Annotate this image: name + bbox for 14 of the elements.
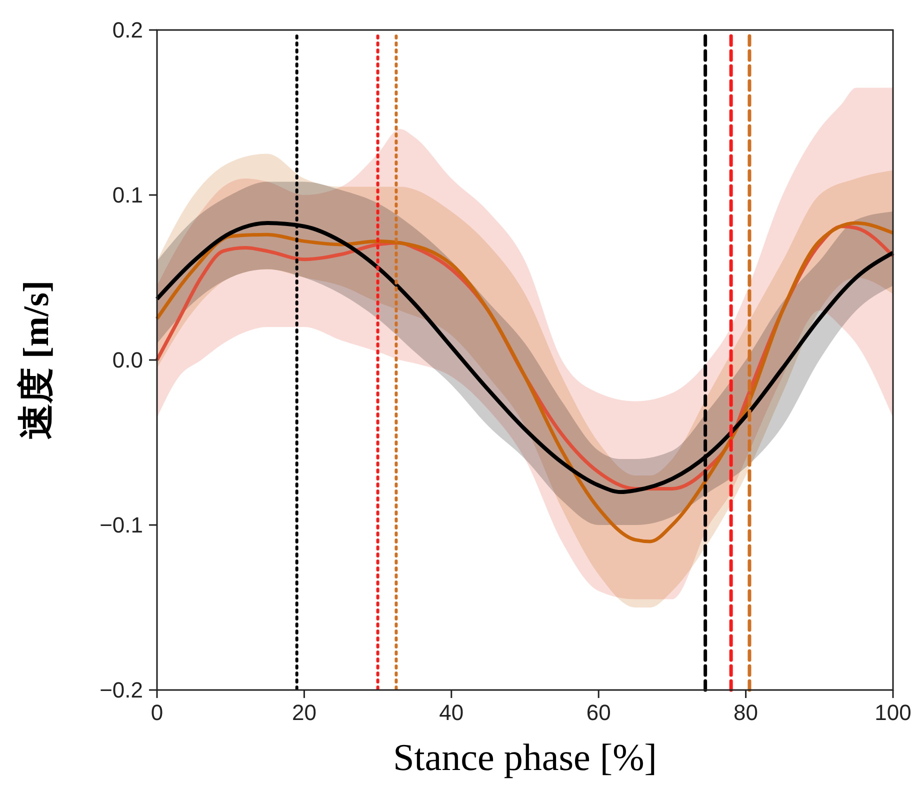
y-tick-label: −0.2 <box>100 678 143 703</box>
y-tick-label: 0.1 <box>112 182 143 208</box>
x-axis-title: Stance phase [%] <box>393 737 657 779</box>
x-tick-label: 60 <box>586 700 611 725</box>
x-tick-label: 0 <box>150 700 164 725</box>
y-tick-label: 0.0 <box>112 348 143 373</box>
x-tick-label: 20 <box>292 700 316 725</box>
x-tick-label: 80 <box>734 700 758 725</box>
x-tick-label: 100 <box>874 700 912 725</box>
y-tick-label: 0.2 <box>112 18 143 43</box>
line-series <box>155 221 895 544</box>
y-tick-label: −0.1 <box>100 512 143 538</box>
y-axis-title: 速度 [m/s] <box>16 280 56 440</box>
x-tick-label: 40 <box>439 700 464 725</box>
